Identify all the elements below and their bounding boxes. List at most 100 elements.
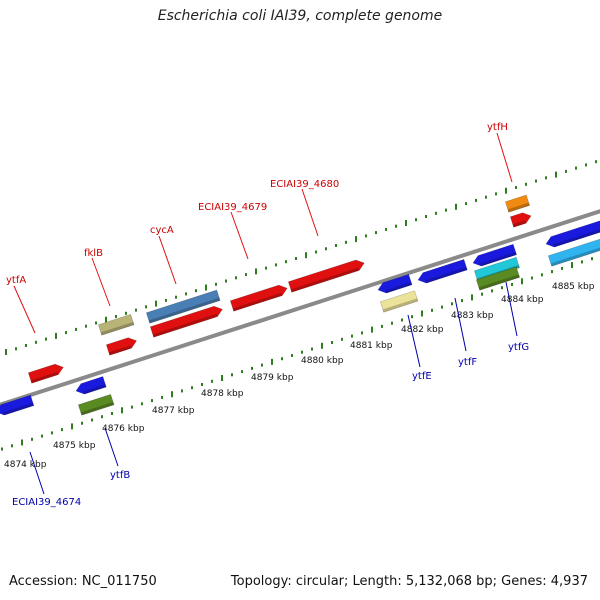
lower-track-tick	[551, 270, 553, 274]
gene-ytfG-box-b-shade	[478, 274, 520, 291]
lower-track-tick	[491, 289, 493, 293]
gene-label-ECIAI39_4679[interactable]: ECIAI39_4679	[198, 202, 267, 213]
gene-4685-a[interactable]	[544, 219, 600, 249]
upper-track-tick	[15, 347, 17, 351]
gene-ytfB[interactable]	[74, 376, 107, 397]
upper-track-tick	[565, 169, 567, 173]
upper-track-tick	[45, 337, 47, 341]
kbp-label-4877: 4877 kbp	[152, 406, 195, 416]
gene-label-ytfF[interactable]: ytfF	[458, 357, 477, 368]
gene-features	[0, 194, 600, 417]
upper-track-tick	[295, 257, 297, 260]
lower-track-tick	[221, 375, 223, 381]
upper-track-tick	[55, 332, 57, 339]
gene-label-ECIAI39_4680[interactable]: ECIAI39_4680	[270, 179, 339, 190]
upper-track-tick	[305, 252, 307, 259]
gene-label-cycA[interactable]: cycA	[150, 225, 174, 236]
gene-ytfF-shade	[425, 267, 468, 284]
gene-ytfF-shape	[417, 259, 468, 284]
upper-track-tick	[155, 300, 157, 307]
lower-track-tick	[261, 363, 263, 367]
gene-label-ytfA[interactable]: ytfA	[6, 275, 26, 286]
kbp-label-4883: 4883 kbp	[451, 311, 494, 321]
upper-track-tick	[475, 198, 477, 202]
upper-track-tick	[595, 160, 597, 164]
upper-track-tick	[375, 231, 377, 235]
gene-ytfE[interactable]	[376, 273, 413, 295]
gene-ytfH-shape	[509, 212, 532, 228]
kbp-label-4881: 4881 kbp	[350, 341, 393, 351]
upper-track-tick	[465, 202, 467, 206]
lower-track-tick	[241, 370, 243, 374]
lower-track-tick	[321, 342, 323, 349]
upper-track-tick	[525, 182, 527, 186]
gene-4685-b[interactable]	[547, 238, 600, 267]
lower-track-tick	[351, 334, 353, 338]
leader-ytfG	[505, 281, 518, 337]
kbp-label-4878: 4878 kbp	[201, 389, 244, 399]
leader-ytfH	[496, 132, 513, 183]
lower-track-tick	[501, 286, 503, 290]
gene-ECIAI39_4679-shape	[229, 284, 288, 312]
kbp-label-4879: 4879 kbp	[251, 373, 294, 383]
upper-track-tick	[195, 289, 197, 293]
lower-track-tick	[561, 266, 563, 270]
lower-track-tick	[171, 391, 173, 398]
lower-track-tick	[461, 299, 463, 303]
lower-track-tick	[71, 423, 73, 430]
lower-track-tick	[161, 395, 163, 399]
upper-track-tick	[205, 284, 207, 291]
gene-ytfG-box-b[interactable]	[475, 266, 521, 291]
gene-cycA-shape	[149, 305, 223, 338]
gene-ytfH[interactable]	[509, 211, 532, 228]
upper-track-tick	[285, 260, 287, 264]
upper-track-tick	[495, 192, 497, 196]
lower-track-tick	[401, 318, 403, 322]
upper-track-tick	[175, 295, 177, 299]
lower-track-tick	[201, 383, 203, 386]
gene-label-ECIAI39_4674[interactable]: ECIAI39_4674	[12, 497, 81, 508]
gene-labels-bottom: ECIAI39_4674 ytfB ytfE ytfF ytfG	[12, 281, 529, 508]
upper-track-tick	[345, 240, 347, 244]
gene-ytfH-box[interactable]	[504, 194, 531, 213]
upper-track-tick	[325, 247, 327, 251]
gene-label-fklB[interactable]: fklB	[84, 248, 103, 259]
gene-ECIAI39_4679[interactable]	[229, 283, 289, 312]
lower-track-tick	[511, 283, 513, 286]
gene-ytfH-box-shape	[504, 194, 531, 213]
gene-fklB[interactable]	[105, 336, 138, 356]
gene-label-ytfB[interactable]: ytfB	[110, 470, 130, 481]
upper-track-tick	[75, 327, 77, 331]
gene-label-ytfH[interactable]: ytfH	[487, 122, 508, 133]
gene-ytfB-box[interactable]	[77, 393, 115, 416]
gene-ytfB-box-shade	[80, 401, 115, 416]
lower-track-tick	[421, 310, 423, 317]
lower-track-tick	[111, 412, 113, 415]
gene-ytfA[interactable]	[27, 362, 65, 384]
upper-track-tick	[215, 282, 217, 286]
upper-track-tick	[555, 171, 557, 178]
gene-ytfE-box[interactable]	[379, 290, 419, 313]
lower-track-tick	[311, 347, 313, 351]
accession-label: Accession: NC_011750	[9, 574, 157, 589]
gene-fklB-box-shade	[100, 321, 135, 336]
gene-fklB-box[interactable]	[97, 313, 135, 336]
gene-ECIAI39_4680[interactable]	[287, 258, 366, 293]
gene-ytfF[interactable]	[416, 259, 468, 285]
gene-cycA[interactable]	[149, 304, 224, 338]
gene-label-ytfE[interactable]: ytfE	[412, 371, 432, 382]
gene-ECIAI39_4674[interactable]	[0, 394, 35, 417]
lower-track-tick	[41, 434, 43, 438]
lower-track-tick	[441, 305, 443, 309]
upper-track-tick	[405, 220, 407, 226]
lower-track-tick	[131, 405, 133, 409]
leader-ytfB	[104, 427, 119, 467]
gene-ECIAI39_4679-shade	[232, 292, 283, 312]
gene-ytfE-box-shade	[382, 298, 418, 313]
upper-track-tick	[425, 215, 427, 218]
gene-ytfG[interactable]	[471, 243, 517, 268]
gene-cycA-box[interactable]	[145, 289, 221, 324]
upper-track-tick	[585, 163, 587, 167]
gene-label-ytfG[interactable]: ytfG	[508, 342, 529, 353]
upper-track-tick	[35, 340, 37, 344]
